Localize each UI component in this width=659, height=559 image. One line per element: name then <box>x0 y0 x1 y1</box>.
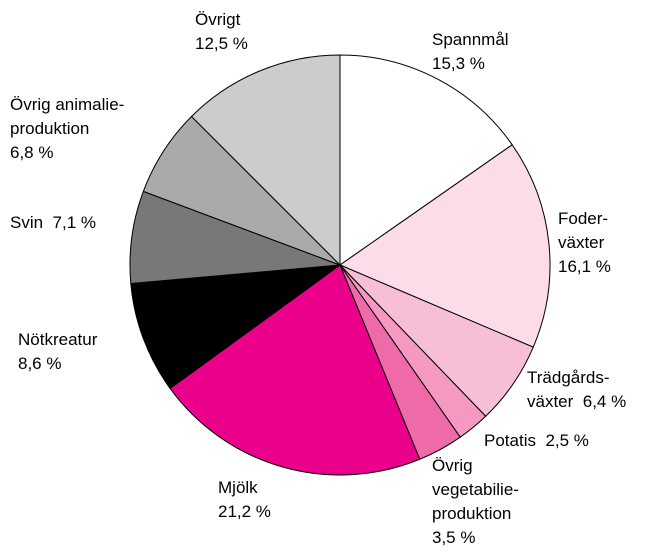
category-label: Potatis <box>484 431 536 450</box>
value-label: 8,6 % <box>18 354 62 373</box>
slice-label: Spannmål 15,3 % <box>432 28 509 76</box>
value-label: 7,1 % <box>52 213 97 232</box>
slice-label: Trädgårds- växter 6,4 % <box>527 366 626 414</box>
category-label: Spannmål <box>432 30 509 49</box>
slice-label: Övrigt 12,5 % <box>195 8 248 56</box>
category-label: Svin <box>10 213 44 232</box>
slice-label: Svin 7,1 % <box>10 211 96 235</box>
slice-label: Nötkreatur 8,6 % <box>18 328 97 376</box>
value-label: 21,2 % <box>218 502 271 521</box>
value-label: 2,5 % <box>545 431 589 450</box>
slice <box>130 264 342 390</box>
value-label: 15,3 % <box>432 54 485 73</box>
category-label: Mjölk <box>218 478 258 497</box>
category-label: Foder- växter <box>558 209 609 252</box>
category-label: Trädgårds- växter <box>527 368 610 411</box>
slice-label: Övrig animalie- produktion 6,8 % <box>10 93 124 165</box>
value-label: 16,1 % <box>558 257 611 276</box>
value-label: 12,5 % <box>195 34 248 53</box>
slice <box>339 54 513 266</box>
slice <box>190 54 341 267</box>
value-label: 6,8 % <box>10 143 54 162</box>
value-label: 3,5 % <box>432 528 476 547</box>
slice <box>338 144 551 348</box>
slice-label: Potatis 2,5 % <box>484 429 589 453</box>
category-label: Övrigt <box>195 10 241 29</box>
value-label: 6,4 % <box>582 392 627 411</box>
slice-label: Mjölk 21,2 % <box>218 476 271 524</box>
slice-label: Övrig vegetabilie- produktion 3,5 % <box>432 454 519 550</box>
category-label: Övrig animalie- produktion <box>10 95 125 138</box>
category-label: Nötkreatur <box>18 330 98 349</box>
slice <box>169 264 421 476</box>
slice-label: Foder- växter 16,1 % <box>558 207 611 279</box>
category-label: Övrig vegetabilie- produktion <box>432 456 519 523</box>
